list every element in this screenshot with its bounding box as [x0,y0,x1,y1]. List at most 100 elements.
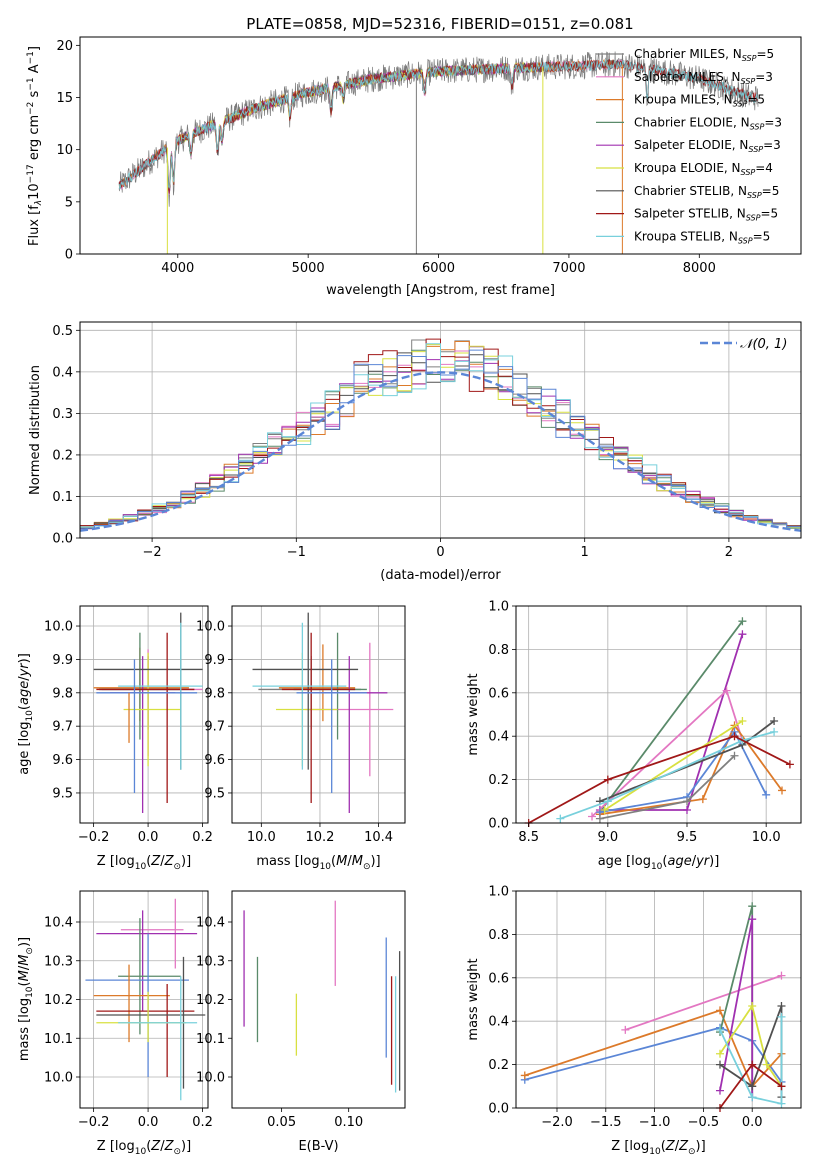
y-tick-label: 1.0 [488,600,509,615]
y-tick-label: 10.0 [44,620,73,635]
point-marker [748,1002,757,1011]
point-marker [748,1093,757,1102]
y-tick-label: 10.0 [196,1071,225,1086]
legend-label: Kroupa STELIB, NSSP=5 [634,229,770,245]
x-tick-label: 1 [581,545,589,560]
y-tick-label: 9.6 [204,753,225,768]
y-tick-label: 5 [65,195,73,210]
point-marker [603,797,612,806]
y-tick-label: 0.2 [488,1058,509,1073]
y-tick-label: 1.0 [488,885,509,900]
panel-mass-vs-z: −0.2 0.0 0.2 10.0 10.1 10.2 10.3 10.4 Z [log10(Z… [17,890,213,1157]
y-tick-label: 9.7 [204,720,225,735]
x-tick-label: 0.0 [742,1115,763,1130]
y-tick-label: 0.4 [488,1015,509,1030]
point-marker [748,1082,757,1091]
point-marker [600,805,609,814]
x-tick-label: −1.5 [590,1115,622,1130]
series-line [625,974,782,1031]
series-line [599,730,768,813]
y-tick-label: 0.1 [52,490,73,505]
y-tick-label: 10.0 [44,1071,73,1086]
point-marker [762,1060,771,1069]
point-marker [748,902,757,911]
panel-mw-vs-z: −2.0 −1.5 −1.0 −0.5 0.0 0.0 0.2 0.4 0.6 0.8 1.0 mas… [466,885,802,1157]
point-marker [595,814,604,823]
point-marker [603,775,612,784]
x-tick-label: 0.05 [267,1115,296,1130]
point-marker [778,786,786,795]
point-marker [730,751,739,760]
x-tick-label: 10.2 [305,830,334,845]
point-marker [785,760,794,769]
x-tick-label: 0.0 [138,830,159,845]
y-tick-label: 10.2 [44,993,73,1008]
x-tick-label: −1.0 [639,1115,671,1130]
point-marker [715,1049,724,1058]
y-tick-label: 10.4 [196,916,225,931]
y-tick-label: 20 [56,39,73,54]
figure-title: PLATE=0858, MJD=52316, FIBERID=0151, z=0… [246,15,633,33]
axes-frame [79,605,209,824]
x-tick-label: 8.5 [518,830,539,845]
x-axis-label: age [log10(age/yr)] [598,854,720,872]
x-tick-label: −0.2 [78,1115,110,1130]
y-tick-label: 9.9 [204,653,225,668]
axes-frame [515,890,802,1109]
model-spectrum [118,58,758,194]
x-tick-label: 4000 [161,261,194,276]
x-tick-label: 0.2 [192,1115,213,1130]
x-tick-label: 6000 [422,261,455,276]
y-tick-label: 0.6 [488,971,509,986]
point-marker [683,797,691,806]
x-tick-label: 9.5 [677,830,698,845]
point-marker [520,1071,529,1080]
y-tick-label: 10.3 [196,954,225,969]
y-tick-label: 0.0 [52,532,73,547]
y-axis-label: Normed distribution [28,365,43,495]
x-tick-label: 0.10 [334,1115,363,1130]
y-tick-label: 9.7 [52,720,73,735]
y-tick-label: 0.4 [488,730,509,745]
y-tick-label: 0.5 [52,324,73,339]
panel-age-vs-mass: 10.0 10.2 10.4 9.5 9.6 9.7 9.8 9.9 10.0 mass [log… [196,605,406,872]
point-marker [698,795,707,804]
series-line [524,1009,783,1088]
legend-label: Salpeter MILES, NSSP=3 [634,70,773,86]
point-marker [722,686,731,695]
legend-label: 𝒩(0, 1) [740,337,787,352]
x-axis-label: Z [log10(Z/Z⊙)] [97,1139,191,1157]
x-axis-label: Z [log10(Z/Z⊙)] [97,854,191,872]
y-axis-label: Flux [fλ10−17 erg cm−2 s−1 A−1] [26,46,44,246]
point-marker [556,814,565,823]
point-marker [762,790,771,799]
x-tick-label: −1 [287,545,306,560]
series-line [719,1003,783,1087]
legend-label: Chabrier MILES, NSSP=5 [634,47,774,63]
x-tick-label: 5000 [292,261,325,276]
point-marker [738,717,747,726]
y-axis-label: mass weight [466,958,481,1040]
point-marker [715,1086,724,1095]
axes-frame [79,36,802,255]
series-line [559,731,775,820]
legend-label: Salpeter STELIB, NSSP=5 [634,207,778,223]
x-tick-label: −2.0 [541,1115,573,1130]
y-tick-label: 10.3 [44,954,73,969]
y-tick-label: 9.5 [52,786,73,801]
panel-age-vs-z: −0.2 0.0 0.2 9.5 9.6 9.7 9.8 9.9 10.0 Z [log10(Z/… [17,605,213,872]
y-tick-label: 0.2 [488,773,509,788]
point-marker [588,812,596,821]
y-tick-label: 9.9 [52,653,73,668]
y-tick-label: 0.4 [52,365,73,380]
y-tick-label: 0 [65,248,73,263]
x-axis-label: E(B-V) [298,1139,338,1154]
y-tick-label: 9.6 [52,753,73,768]
series-line [599,620,744,813]
y-tick-label: 0.8 [488,928,509,943]
series-line [528,735,791,824]
axes-frame [515,605,802,824]
panel-mass-vs-ebv: 0.05 0.10 10.0 10.1 10.2 10.3 10.4 E(B-V) [196,890,406,1154]
x-tick-label: 8000 [683,261,716,276]
x-axis-label: wavelength [Angstrom, rest frame] [326,283,555,298]
